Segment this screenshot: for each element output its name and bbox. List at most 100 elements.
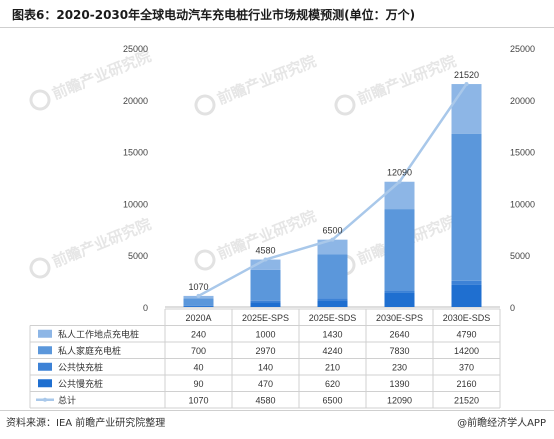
bar-segment xyxy=(451,84,482,134)
legend-label: 总计 xyxy=(58,394,76,405)
title-divider xyxy=(0,27,554,28)
bar-segment xyxy=(384,292,415,307)
table-cell: 14200 xyxy=(454,346,479,356)
bar-segment xyxy=(250,302,281,307)
left-y-tick-label: 5000 xyxy=(128,251,148,261)
total-line-point xyxy=(464,82,469,87)
bar-segment xyxy=(250,269,281,301)
legend-label: 私人工作地点充电桩 xyxy=(58,328,139,339)
x-tick-label: 2025E-SPS xyxy=(242,313,289,323)
bar-segment xyxy=(451,280,482,285)
legend-line-dot xyxy=(43,397,47,402)
x-tick-label: 2030E-SPS xyxy=(376,313,423,323)
table-cell: 40 xyxy=(193,362,203,372)
total-data-label: 4580 xyxy=(255,246,275,256)
right-y-axis: 0 5000 10000 15000 20000 25000 xyxy=(510,44,535,313)
brand-label: @前瞻经济学人APP xyxy=(457,418,546,429)
chart-title: 图表6：2020-2030年全球电动汽车充电桩行业市场规模预测(单位：万个) xyxy=(12,8,416,22)
table-cell: 90 xyxy=(193,379,203,389)
table-cell: 4790 xyxy=(456,329,476,339)
total-line-point xyxy=(330,237,335,242)
bar-segment xyxy=(317,300,348,307)
left-y-axis: 0 5000 10000 15000 20000 25000 xyxy=(123,44,500,313)
right-y-tick-label: 5000 xyxy=(510,251,530,261)
source-note: 资料来源：IEA 前瞻产业研究院整理 xyxy=(6,418,166,429)
bar-segment xyxy=(183,306,214,307)
bar-segment xyxy=(451,133,482,281)
table-cell: 21520 xyxy=(454,395,479,405)
bar-segment xyxy=(317,239,348,255)
watermark: 前瞻产业研究院 xyxy=(29,215,154,279)
total-line xyxy=(196,82,469,298)
total-line-point xyxy=(263,257,268,262)
legend-label: 私人家庭充电桩 xyxy=(58,345,121,356)
bar-segment xyxy=(250,259,281,270)
table-cell: 1390 xyxy=(389,379,409,389)
table-cell: 4580 xyxy=(255,395,275,405)
watermark: 前瞻产业研究院 xyxy=(334,52,459,116)
watermark-logo xyxy=(194,94,216,116)
chart-area: 前瞻产业研究院前瞻产业研究院前瞻产业研究院前瞻产业研究院前瞻产业研究院前瞻产业研… xyxy=(29,44,535,409)
legend-label: 公共慢充桩 xyxy=(58,378,103,389)
table-cell: 6500 xyxy=(322,395,342,405)
data-table: 2020A 2025E-SPS 2025E-SDS 2030E-SPS 2030E-SD… xyxy=(29,308,501,409)
total-line-point xyxy=(397,179,402,184)
bar-segment xyxy=(317,254,348,299)
table-cell: 210 xyxy=(325,362,340,372)
bar-segment xyxy=(250,300,281,303)
legend-swatch xyxy=(38,346,52,355)
total-data-label: 12090 xyxy=(387,168,412,178)
table-cell: 1430 xyxy=(322,329,342,339)
bar-segment xyxy=(384,209,415,291)
left-y-tick-label: 25000 xyxy=(123,44,148,54)
right-y-tick-label: 10000 xyxy=(510,199,535,209)
table-cell: 2640 xyxy=(389,329,409,339)
watermark-text: 前瞻产业研究院 xyxy=(355,52,459,108)
table-cell: 370 xyxy=(459,362,474,372)
table-cell: 1070 xyxy=(188,395,208,405)
right-y-tick-label: 25000 xyxy=(510,44,535,54)
watermark-text: 前瞻产业研究院 xyxy=(50,47,154,103)
left-y-tick-label: 15000 xyxy=(123,148,148,158)
watermark-text: 前瞻产业研究院 xyxy=(50,215,154,271)
left-y-tick-label: 0 xyxy=(143,303,148,313)
table-cell: 230 xyxy=(392,362,407,372)
bar-segment xyxy=(183,305,214,307)
watermark-logo xyxy=(194,249,216,271)
total-data-label: 6500 xyxy=(322,226,342,236)
legend-swatch xyxy=(38,379,52,388)
table-cell: 620 xyxy=(325,379,340,389)
x-tick-label: 2030E-SDS xyxy=(443,313,491,323)
table-cell: 1000 xyxy=(255,329,275,339)
left-y-tick-label: 20000 xyxy=(123,96,148,106)
x-tick-label: 2025E-SDS xyxy=(309,313,357,323)
bar-segment xyxy=(384,181,415,210)
right-y-tick-label: 0 xyxy=(510,303,515,313)
table-cell: 4240 xyxy=(322,346,342,356)
table-cell: 700 xyxy=(191,346,206,356)
legend-label: 公共快充桩 xyxy=(58,361,103,372)
x-tick-label: 2020A xyxy=(185,313,211,323)
table-cell: 240 xyxy=(191,329,206,339)
bar-segment xyxy=(451,284,482,307)
bar-segment xyxy=(183,298,214,306)
left-y-tick-label: 10000 xyxy=(123,199,148,209)
right-y-tick-label: 20000 xyxy=(510,96,535,106)
bar-segment xyxy=(317,298,348,301)
table-cell: 7830 xyxy=(389,346,409,356)
legend-swatch xyxy=(38,362,52,371)
watermark-logo xyxy=(334,94,356,116)
watermark: 前瞻产业研究院 xyxy=(194,52,319,116)
source-divider xyxy=(0,410,554,411)
total-data-label: 1070 xyxy=(188,282,208,292)
table-cell: 2160 xyxy=(456,379,476,389)
table-cell: 2970 xyxy=(255,346,275,356)
watermark-logo xyxy=(29,89,51,111)
table-cell: 12090 xyxy=(387,395,412,405)
table-cell: 140 xyxy=(258,362,273,372)
bar-segment xyxy=(384,290,415,293)
bars xyxy=(183,84,482,307)
legend-swatch xyxy=(38,329,52,338)
right-y-tick-label: 15000 xyxy=(510,148,535,158)
total-data-label: 21520 xyxy=(454,70,479,80)
